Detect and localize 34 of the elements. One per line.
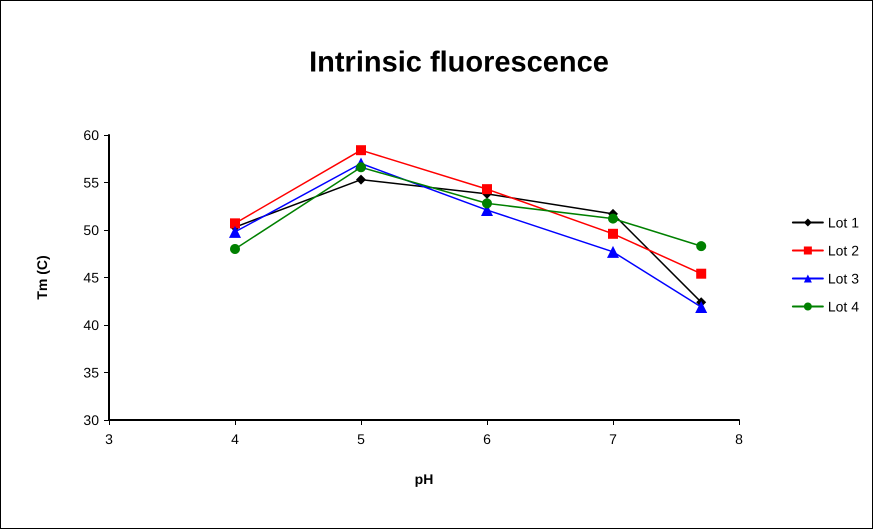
point bbox=[608, 214, 618, 224]
legend-label: Lot 2 bbox=[828, 242, 860, 258]
point bbox=[696, 241, 706, 252]
x-tick-label: 7 bbox=[609, 431, 618, 447]
x-axis-title: pH bbox=[414, 471, 434, 487]
legend-label: Lot 4 bbox=[828, 298, 860, 314]
point bbox=[695, 300, 708, 313]
x-tick-label: 6 bbox=[483, 431, 492, 447]
point bbox=[608, 228, 618, 239]
legend-label: Lot 3 bbox=[828, 270, 860, 286]
x-tick-label: 4 bbox=[231, 431, 240, 447]
point bbox=[356, 145, 366, 156]
y-tick-label: 30 bbox=[83, 412, 100, 428]
y-tick-label: 60 bbox=[83, 127, 100, 143]
x-tick-label: 3 bbox=[105, 431, 114, 447]
point bbox=[696, 268, 706, 279]
y-tick-label: 40 bbox=[83, 317, 100, 333]
x-tick-label: 5 bbox=[357, 431, 366, 447]
legend-label: Lot 1 bbox=[828, 214, 860, 230]
y-tick-label: 45 bbox=[83, 270, 100, 286]
point bbox=[482, 198, 492, 208]
chart-title: Intrinsic fluorescence bbox=[309, 46, 609, 78]
point bbox=[229, 226, 241, 238]
point bbox=[230, 218, 240, 228]
point bbox=[607, 246, 619, 258]
point bbox=[356, 162, 366, 172]
y-tick-label: 55 bbox=[83, 174, 100, 190]
y-tick-label: 50 bbox=[83, 222, 100, 238]
point bbox=[356, 174, 366, 185]
x-tick-label: 8 bbox=[735, 431, 744, 447]
y-tick-label: 35 bbox=[83, 364, 100, 380]
point bbox=[230, 244, 240, 254]
point bbox=[482, 184, 492, 194]
y-axis-title: Tm (C) bbox=[34, 255, 50, 300]
